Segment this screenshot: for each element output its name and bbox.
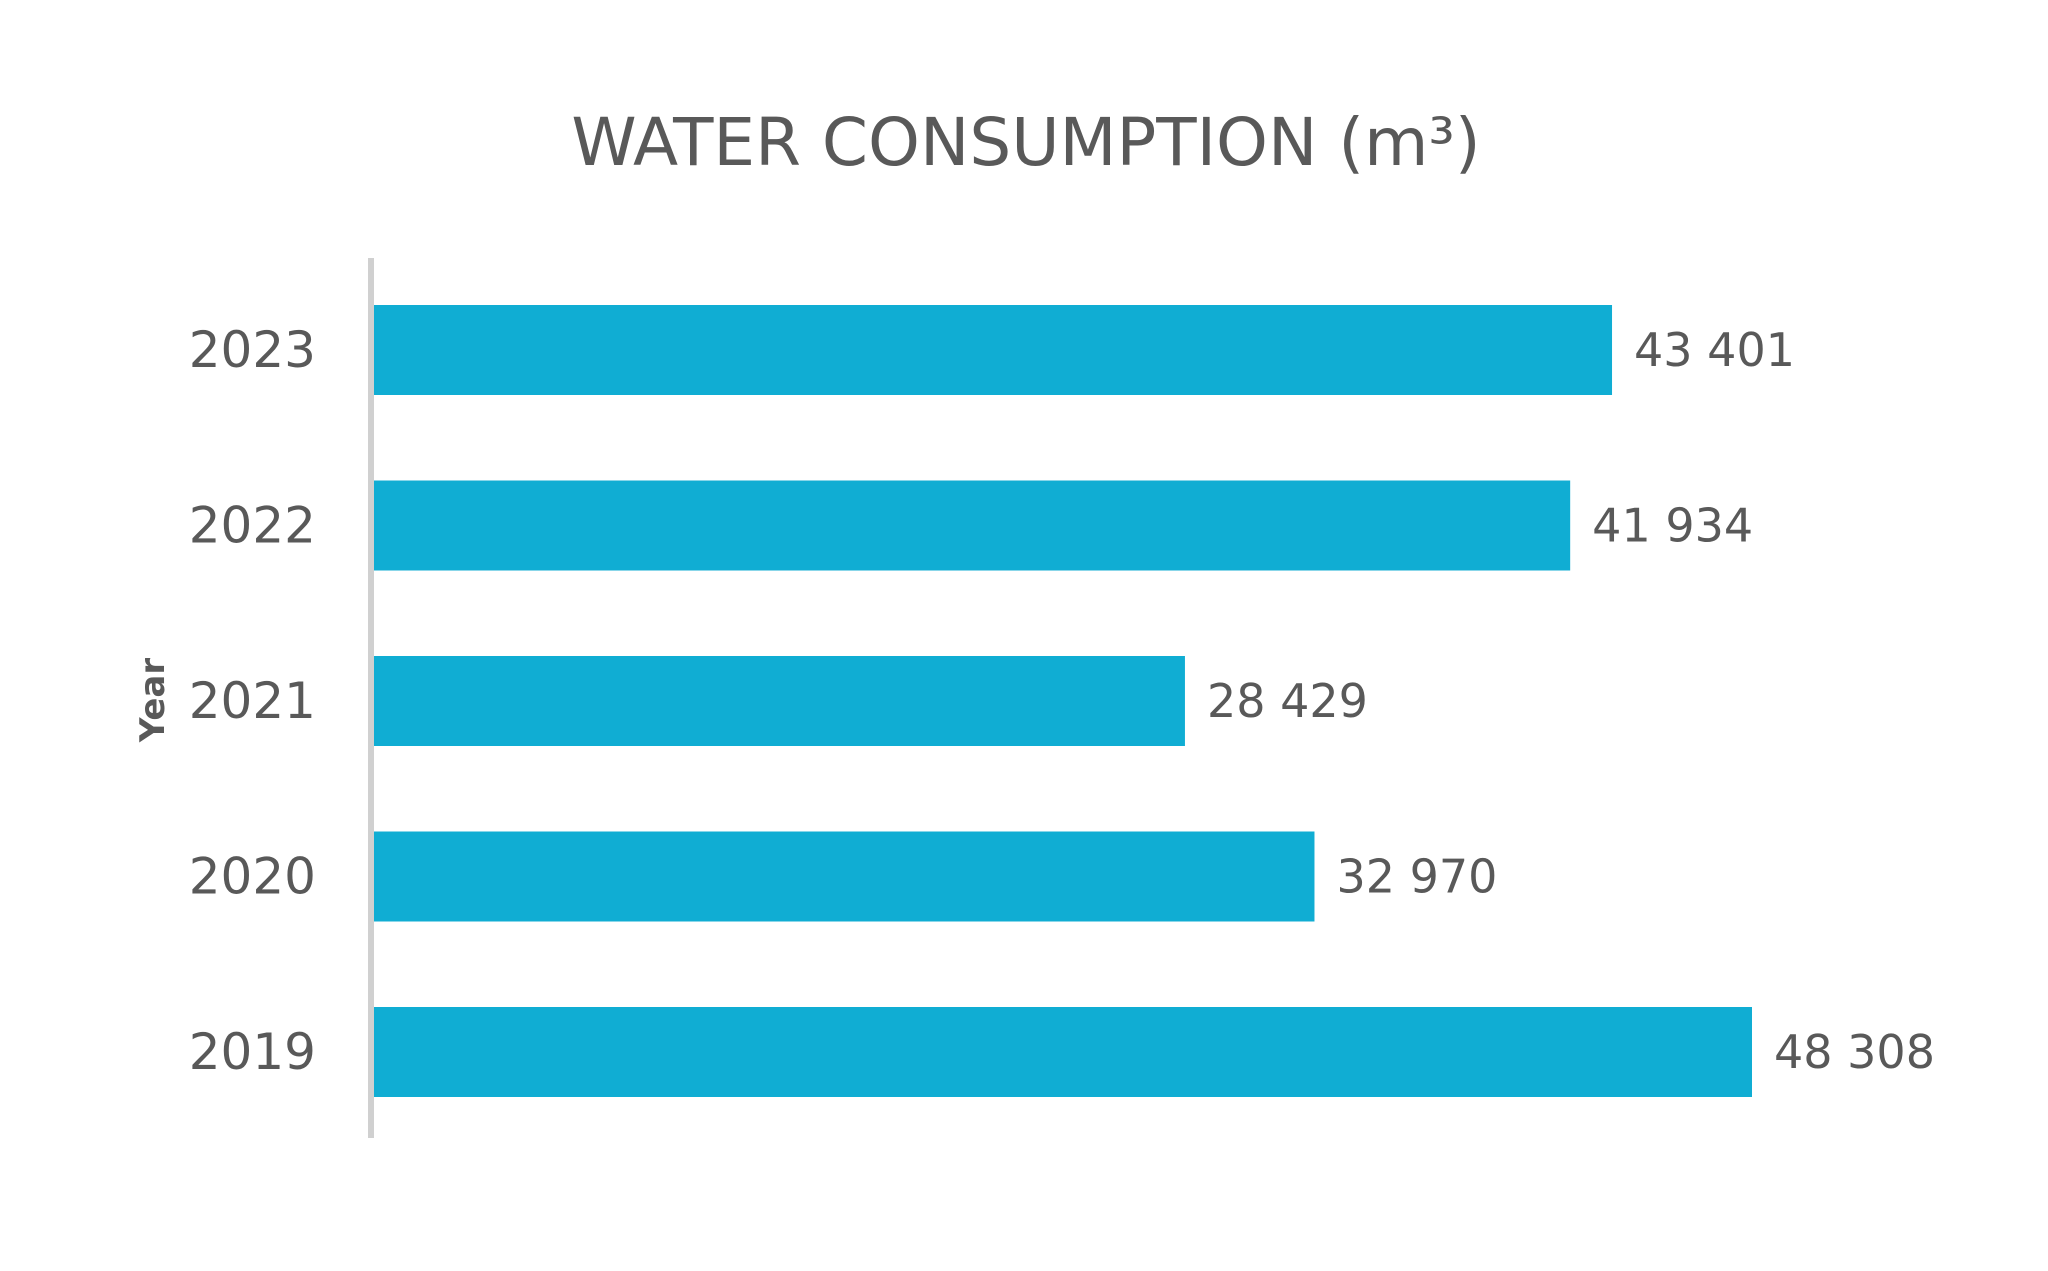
value-label-2019: 48 308 — [1774, 1025, 1935, 1079]
bar-2020 — [374, 831, 1315, 922]
bar-2021 — [374, 656, 1185, 746]
bar-2019 — [374, 1007, 1752, 1097]
bar-2022 — [374, 480, 1571, 571]
chart-title: WATER CONSUMPTION (m³) — [571, 104, 1480, 181]
category-label-2019: 2019 — [189, 1023, 316, 1081]
y-axis-title: Year — [133, 658, 173, 744]
value-label-2021: 28 429 — [1207, 674, 1368, 728]
value-label-2022: 41 934 — [1592, 499, 1753, 553]
category-label-2022: 2022 — [189, 497, 316, 555]
category-label-2023: 2023 — [189, 321, 316, 379]
category-label-2021: 2021 — [189, 672, 316, 730]
category-label-2020: 2020 — [189, 848, 316, 906]
bar-2023 — [374, 305, 1613, 395]
bars-group: 2023 43 401 2022 41 934 2021 28 429 2020 32 970… — [189, 305, 1935, 1097]
value-label-2020: 32 970 — [1336, 850, 1497, 904]
value-label-2023: 43 401 — [1634, 323, 1795, 377]
